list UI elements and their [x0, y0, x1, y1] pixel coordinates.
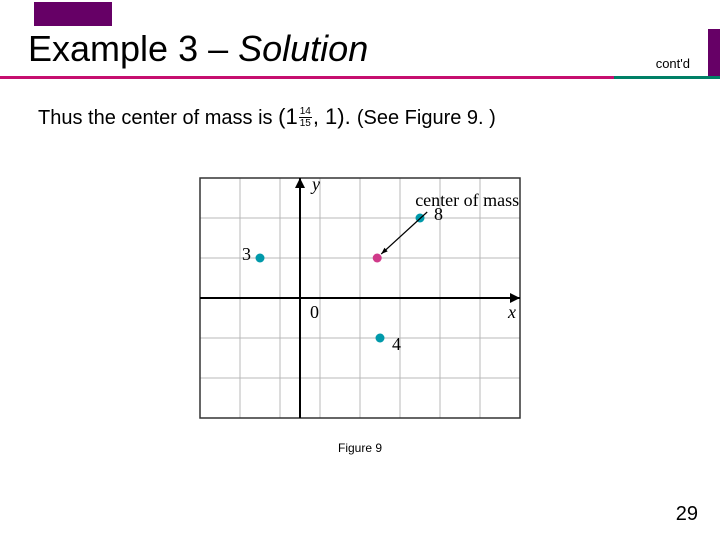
- svg-text:4: 4: [392, 334, 401, 354]
- accent-box-side: [708, 29, 720, 76]
- svg-text:center of mass: center of mass: [415, 190, 519, 210]
- body-suffix: (See Figure 9. ): [357, 107, 496, 129]
- figure-caption: Figure 9: [190, 441, 530, 455]
- title-plain: Example 3 –: [28, 28, 238, 69]
- svg-text:x: x: [507, 302, 516, 322]
- figure-svg: xy0348center of mass: [190, 168, 530, 428]
- point-frac: 1415: [299, 107, 312, 129]
- svg-text:0: 0: [310, 302, 319, 322]
- slide-title: Example 3 – Solution: [28, 28, 368, 70]
- contd-label: cont'd: [656, 56, 690, 71]
- paren-close: ).: [337, 104, 350, 129]
- figure-9: xy0348center of mass Figure 9: [190, 168, 530, 455]
- point-whole: 1: [285, 104, 297, 129]
- accent-box-top: [34, 2, 112, 26]
- page-number: 29: [676, 503, 698, 526]
- svg-text:3: 3: [242, 244, 251, 264]
- point-y: 1: [325, 104, 337, 129]
- body-prefix: Thus the center of mass is: [38, 107, 278, 129]
- point-sep: ,: [313, 104, 325, 129]
- rule-teal: [614, 76, 720, 79]
- rule-pink: [0, 76, 614, 79]
- title-italic: Solution: [238, 28, 368, 69]
- frac-num: 14: [299, 107, 312, 118]
- body-sentence: Thus the center of mass is (11415, 1). (…: [38, 104, 496, 130]
- svg-text:y: y: [310, 174, 320, 194]
- frac-den: 15: [299, 118, 312, 129]
